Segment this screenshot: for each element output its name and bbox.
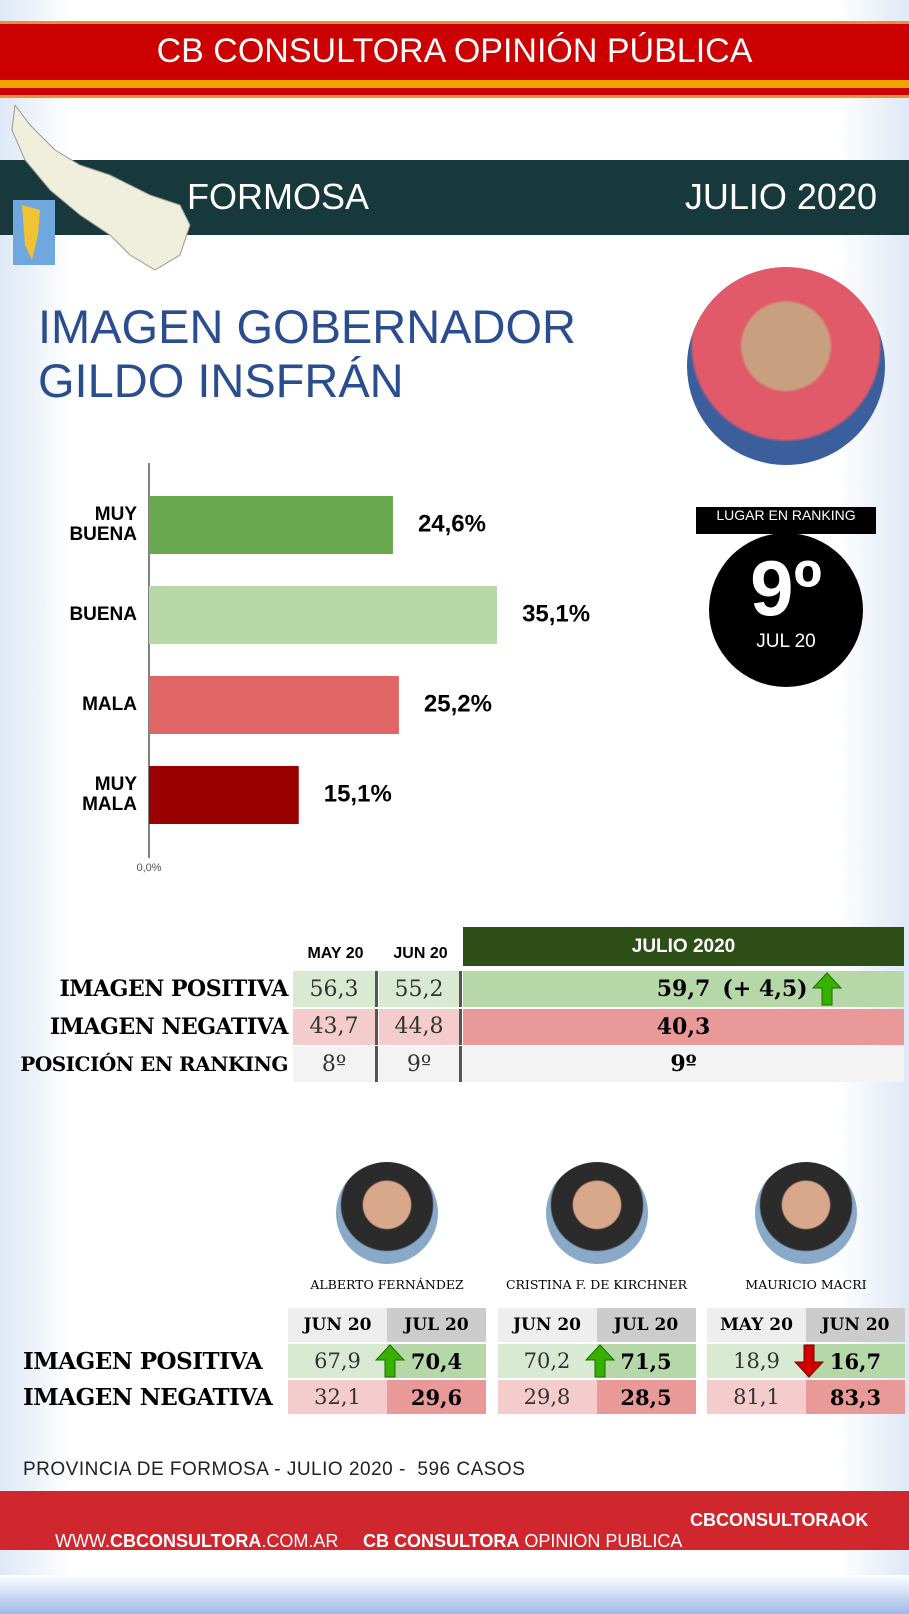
cell: 32,1 <box>288 1380 387 1414</box>
footer-note: PROVINCIA DE FORMOSA - JULIO 2020 - 596 … <box>23 1459 526 1480</box>
column-header: JUN 20 <box>393 944 448 962</box>
twitter-link[interactable]: CBCONSULTORAOK <box>690 1510 868 1531</box>
twitter: CBCONSULTORAOK <box>690 1510 869 1530</box>
cell: 16,7 <box>806 1344 905 1378</box>
trend-arrow <box>375 1344 405 1378</box>
footer-band: WWW.CBCONSULTORA.COM.AR CB CONSULTORA OP… <box>0 1491 909 1551</box>
category-label: MALA <box>82 694 137 715</box>
bar <box>149 676 399 734</box>
bar-chart: 0,0% 24,6% MUY BUENA 35,1% BUENA 25,2% MALA 15,1… <box>69 463 590 874</box>
ranking-position: 9º <box>750 544 822 632</box>
heading-line: IMAGEN GOBERNADOR <box>38 300 576 353</box>
heading-line: GILDO INSFRÁN <box>38 354 404 407</box>
cell: 18,9 <box>707 1344 806 1378</box>
cell: 44,8 <box>379 1008 462 1045</box>
cell: 29,6 <box>387 1380 486 1414</box>
trend-arrow <box>584 1344 615 1378</box>
bar <box>149 496 393 554</box>
bar <box>149 586 498 644</box>
cell: 9º <box>463 1046 904 1082</box>
ranking-circle: 9º JUL 20 <box>709 533 863 687</box>
category-label: BUENA <box>69 604 137 625</box>
cell: 28,5 <box>596 1380 696 1414</box>
column-header: JULIO 2020 <box>463 927 904 966</box>
column-header: JUN 20 <box>288 1308 387 1342</box>
cell: 70,2 <box>497 1344 597 1378</box>
column-header: JUL 20 <box>596 1308 696 1342</box>
category-label: MUY BUENA <box>69 504 137 545</box>
cell: 43,7 <box>293 1008 378 1045</box>
bar <box>149 766 299 824</box>
value-label: 24,6% <box>418 510 486 537</box>
cell: 9º <box>379 1046 462 1082</box>
web: .COM.AR <box>261 1531 339 1551</box>
header-title: CB CONSULTORA OPINIÓN PÚBLICA <box>156 32 753 70</box>
web-link[interactable]: WWW.CBCONSULTORA.COM.AR <box>35 1510 338 1573</box>
governor-photo <box>687 267 885 465</box>
row-label: IMAGEN POSITIVA <box>59 976 288 1002</box>
web: WWW. <box>55 1531 110 1551</box>
ranking-date: JUL 20 <box>756 631 816 652</box>
date: JULIO 2020 <box>684 176 877 217</box>
facebook: OPINION PUBLICA <box>519 1531 683 1551</box>
cell: 67,9 <box>288 1344 387 1378</box>
cell: 70,4 <box>387 1344 486 1378</box>
x-tick-label: 0,0% <box>136 862 161 874</box>
row-label: IMAGEN NEGATIVA <box>23 1383 273 1411</box>
person-name: CRISTINA F. DE KIRCHNER <box>505 1276 688 1292</box>
cell: 55,2 <box>379 971 462 1007</box>
value-label: 15,1% <box>324 780 392 807</box>
person-name: MAURICIO MACRI <box>745 1276 867 1292</box>
column-header: MAY 20 <box>707 1308 806 1342</box>
map <box>11 105 191 271</box>
column-header: JUL 20 <box>387 1308 486 1342</box>
person-photo <box>336 1162 438 1264</box>
category-label: MUY MALA <box>82 774 137 815</box>
cell: 56,3 <box>293 971 378 1007</box>
row-label: POSICIÓN EN RANKING <box>20 1052 288 1076</box>
cell: 29,8 <box>497 1380 597 1414</box>
region: FORMOSA <box>187 176 370 217</box>
column-header: JUN 20 <box>806 1308 905 1342</box>
value-label: 35,1% <box>522 600 590 627</box>
cell: 8º <box>293 1046 378 1082</box>
heading: IMAGEN GOBERNADOR GILDO INSFRÁN <box>38 300 576 408</box>
facebook-link[interactable]: CB CONSULTORA OPINION PUBLICA <box>343 1510 682 1573</box>
person-photo <box>755 1162 857 1264</box>
header-band: CB CONSULTORA OPINIÓN PÚBLICA <box>0 21 909 98</box>
change: (+ 4,5) <box>722 976 808 1002</box>
ranking-label: LUGAR EN RANKING <box>716 507 856 523</box>
ranking-label-box: LUGAR EN RANKING <box>696 507 876 534</box>
cell: 71,5 <box>596 1344 696 1378</box>
row-label: IMAGEN POSITIVA <box>23 1347 263 1375</box>
bottom-band <box>0 1575 909 1614</box>
web: CBCONSULTORA <box>110 1531 262 1551</box>
row-label: IMAGEN NEGATIVA <box>49 1013 289 1040</box>
facebook: CB CONSULTORA <box>363 1531 520 1551</box>
value-label: 25,2% <box>424 690 492 717</box>
cell: 83,3 <box>806 1380 905 1414</box>
column-header: JUN 20 <box>497 1308 597 1342</box>
cell: 40,3 <box>463 1008 904 1045</box>
trend-arrow <box>794 1344 824 1378</box>
column-header: MAY 20 <box>307 944 364 962</box>
person-photo <box>545 1162 648 1264</box>
trend-arrow <box>812 972 842 1006</box>
person-name: ALBERTO FERNÁNDEZ <box>310 1276 464 1292</box>
cell: 81,1 <box>707 1380 806 1414</box>
